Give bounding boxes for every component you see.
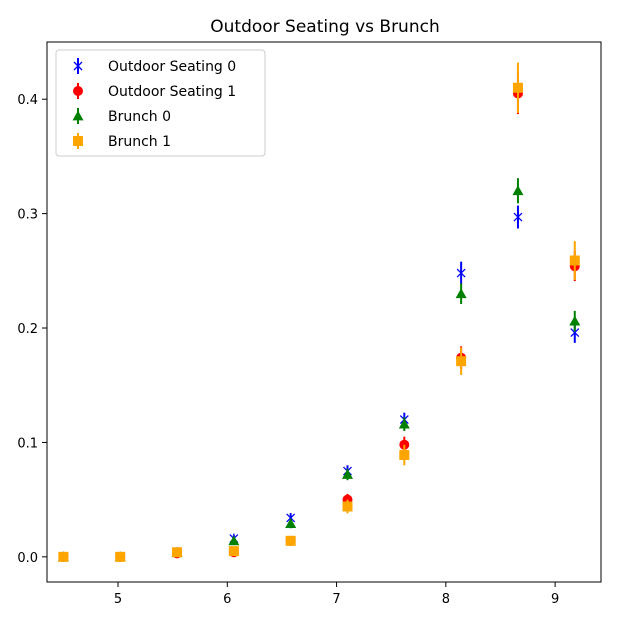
legend-marker-shape	[72, 110, 84, 121]
point-marker-shape	[512, 185, 524, 196]
y-tick-label: 0.1	[17, 436, 38, 451]
plot-frame	[46, 41, 602, 583]
data-point	[513, 205, 523, 229]
legend-label: Outdoor Seating 0	[108, 59, 236, 75]
data-point	[569, 310, 581, 332]
point-marker-shape	[399, 450, 410, 461]
y-tick-label: 0.2	[17, 322, 38, 337]
axis-ticks: 5 6 7 8 9 0.0 0.1 0.2 0.3 0.4	[17, 93, 559, 607]
legend-entry: Brunch 0	[72, 108, 171, 125]
data-point	[342, 499, 353, 514]
data-point	[399, 444, 410, 466]
data-point	[228, 546, 239, 557]
point-marker-shape	[455, 288, 467, 299]
legend-marker-shape	[73, 86, 83, 96]
data-point	[455, 283, 467, 304]
legend-entry: Outdoor Seating 0	[73, 58, 236, 75]
data-point	[341, 468, 353, 481]
point-marker-shape	[569, 255, 580, 266]
data-point	[456, 347, 467, 375]
data-point	[228, 535, 240, 546]
data-point	[285, 518, 297, 529]
legend-marker-shape	[73, 136, 83, 146]
chart-title: Outdoor Seating vs Brunch	[210, 17, 439, 37]
data-point	[456, 261, 466, 285]
data-point	[398, 417, 410, 431]
point-marker-shape	[398, 418, 410, 429]
point-marker-shape	[456, 356, 467, 367]
point-marker-shape	[285, 518, 297, 529]
x-tick-label: 6	[223, 592, 231, 607]
point-marker-shape	[569, 315, 581, 326]
legend-label: Brunch 1	[108, 134, 171, 150]
legend-entry: Outdoor Seating 1	[73, 83, 236, 100]
x-tick-label: 9	[551, 592, 559, 607]
point-marker-shape	[285, 535, 296, 546]
y-tick-label: 0.4	[17, 93, 38, 108]
legend-label: Brunch 0	[108, 109, 171, 125]
series-2	[57, 178, 581, 562]
point-marker-shape	[172, 547, 183, 558]
point-marker-shape	[228, 546, 239, 557]
x-tick-label: 7	[332, 592, 340, 607]
y-tick-label: 0.3	[17, 208, 38, 223]
data-point	[172, 547, 183, 558]
series-0	[58, 205, 580, 562]
data-point	[569, 241, 580, 280]
x-tick-label: 8	[442, 592, 450, 607]
legend-label: Outdoor Seating 1	[108, 84, 236, 100]
data-marks	[57, 62, 581, 562]
data-point	[512, 62, 523, 113]
x-tick-label: 5	[114, 592, 122, 607]
data-point	[285, 535, 296, 546]
series-3	[58, 62, 580, 562]
data-point	[58, 551, 69, 562]
point-marker-shape	[512, 82, 523, 93]
point-marker-shape	[342, 501, 353, 512]
data-point	[512, 178, 524, 204]
point-marker-shape	[341, 468, 353, 479]
legend-box	[55, 49, 266, 157]
point-marker-shape	[115, 551, 126, 562]
data-point	[115, 551, 126, 562]
y-tick-label: 0.0	[17, 551, 38, 566]
legend-entry: Brunch 1	[73, 133, 171, 150]
point-marker-shape	[228, 535, 240, 546]
legend: Outdoor Seating 0 Outdoor Seating 1 Brunch…	[55, 49, 266, 157]
point-marker-shape	[58, 551, 69, 562]
